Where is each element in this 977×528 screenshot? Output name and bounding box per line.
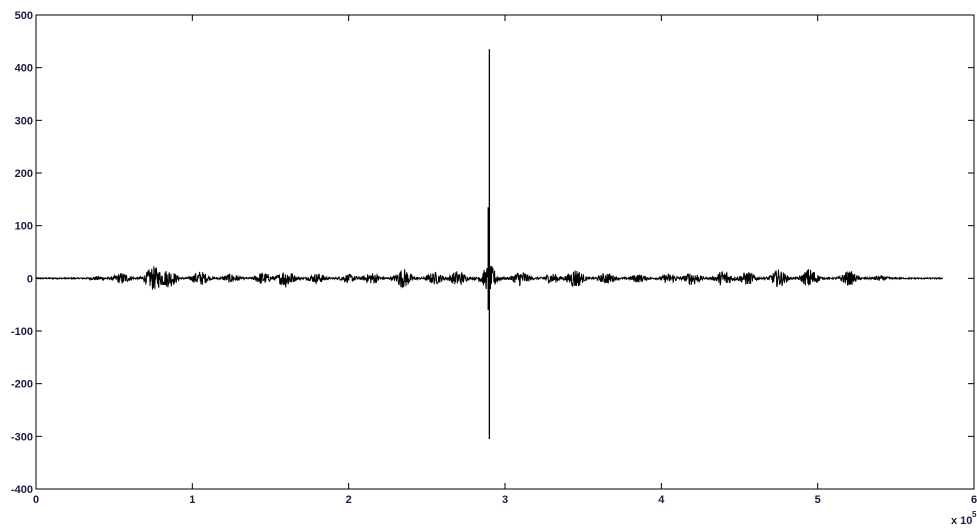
y-tick-label: 400 xyxy=(15,63,33,75)
y-tick-label: -300 xyxy=(11,431,33,443)
y-tick-label: 0 xyxy=(27,273,33,285)
y-tick-label: 200 xyxy=(15,168,33,180)
x-multiplier-label: x 10 xyxy=(951,515,972,527)
y-tick-label: 300 xyxy=(15,115,33,127)
y-tick-label: -400 xyxy=(11,484,33,496)
x-tick-label: 5 xyxy=(815,494,821,506)
signal-layer xyxy=(35,49,944,439)
axes-frame xyxy=(35,14,975,490)
x-tick-label: 0 xyxy=(33,494,39,506)
y-tick-label: -200 xyxy=(11,379,33,391)
x-multiplier-exponent: 5 xyxy=(972,510,977,519)
labels-layer: 0 1 2 3 4 5 6 -400 -300 -200 -100 0 100 200 300 400 500 xyxy=(11,10,977,506)
x-tick-label: 3 xyxy=(502,494,508,506)
plot-area xyxy=(36,15,974,489)
y-tick-label: -100 xyxy=(11,326,33,338)
x-tick-label: 2 xyxy=(346,494,352,506)
x-tick-label: 6 xyxy=(971,494,977,506)
x-tick-label: 1 xyxy=(189,494,195,506)
x-tick-label: 4 xyxy=(658,494,665,506)
y-tick-label: 500 xyxy=(15,10,33,22)
y-tick-label: 100 xyxy=(15,221,33,233)
